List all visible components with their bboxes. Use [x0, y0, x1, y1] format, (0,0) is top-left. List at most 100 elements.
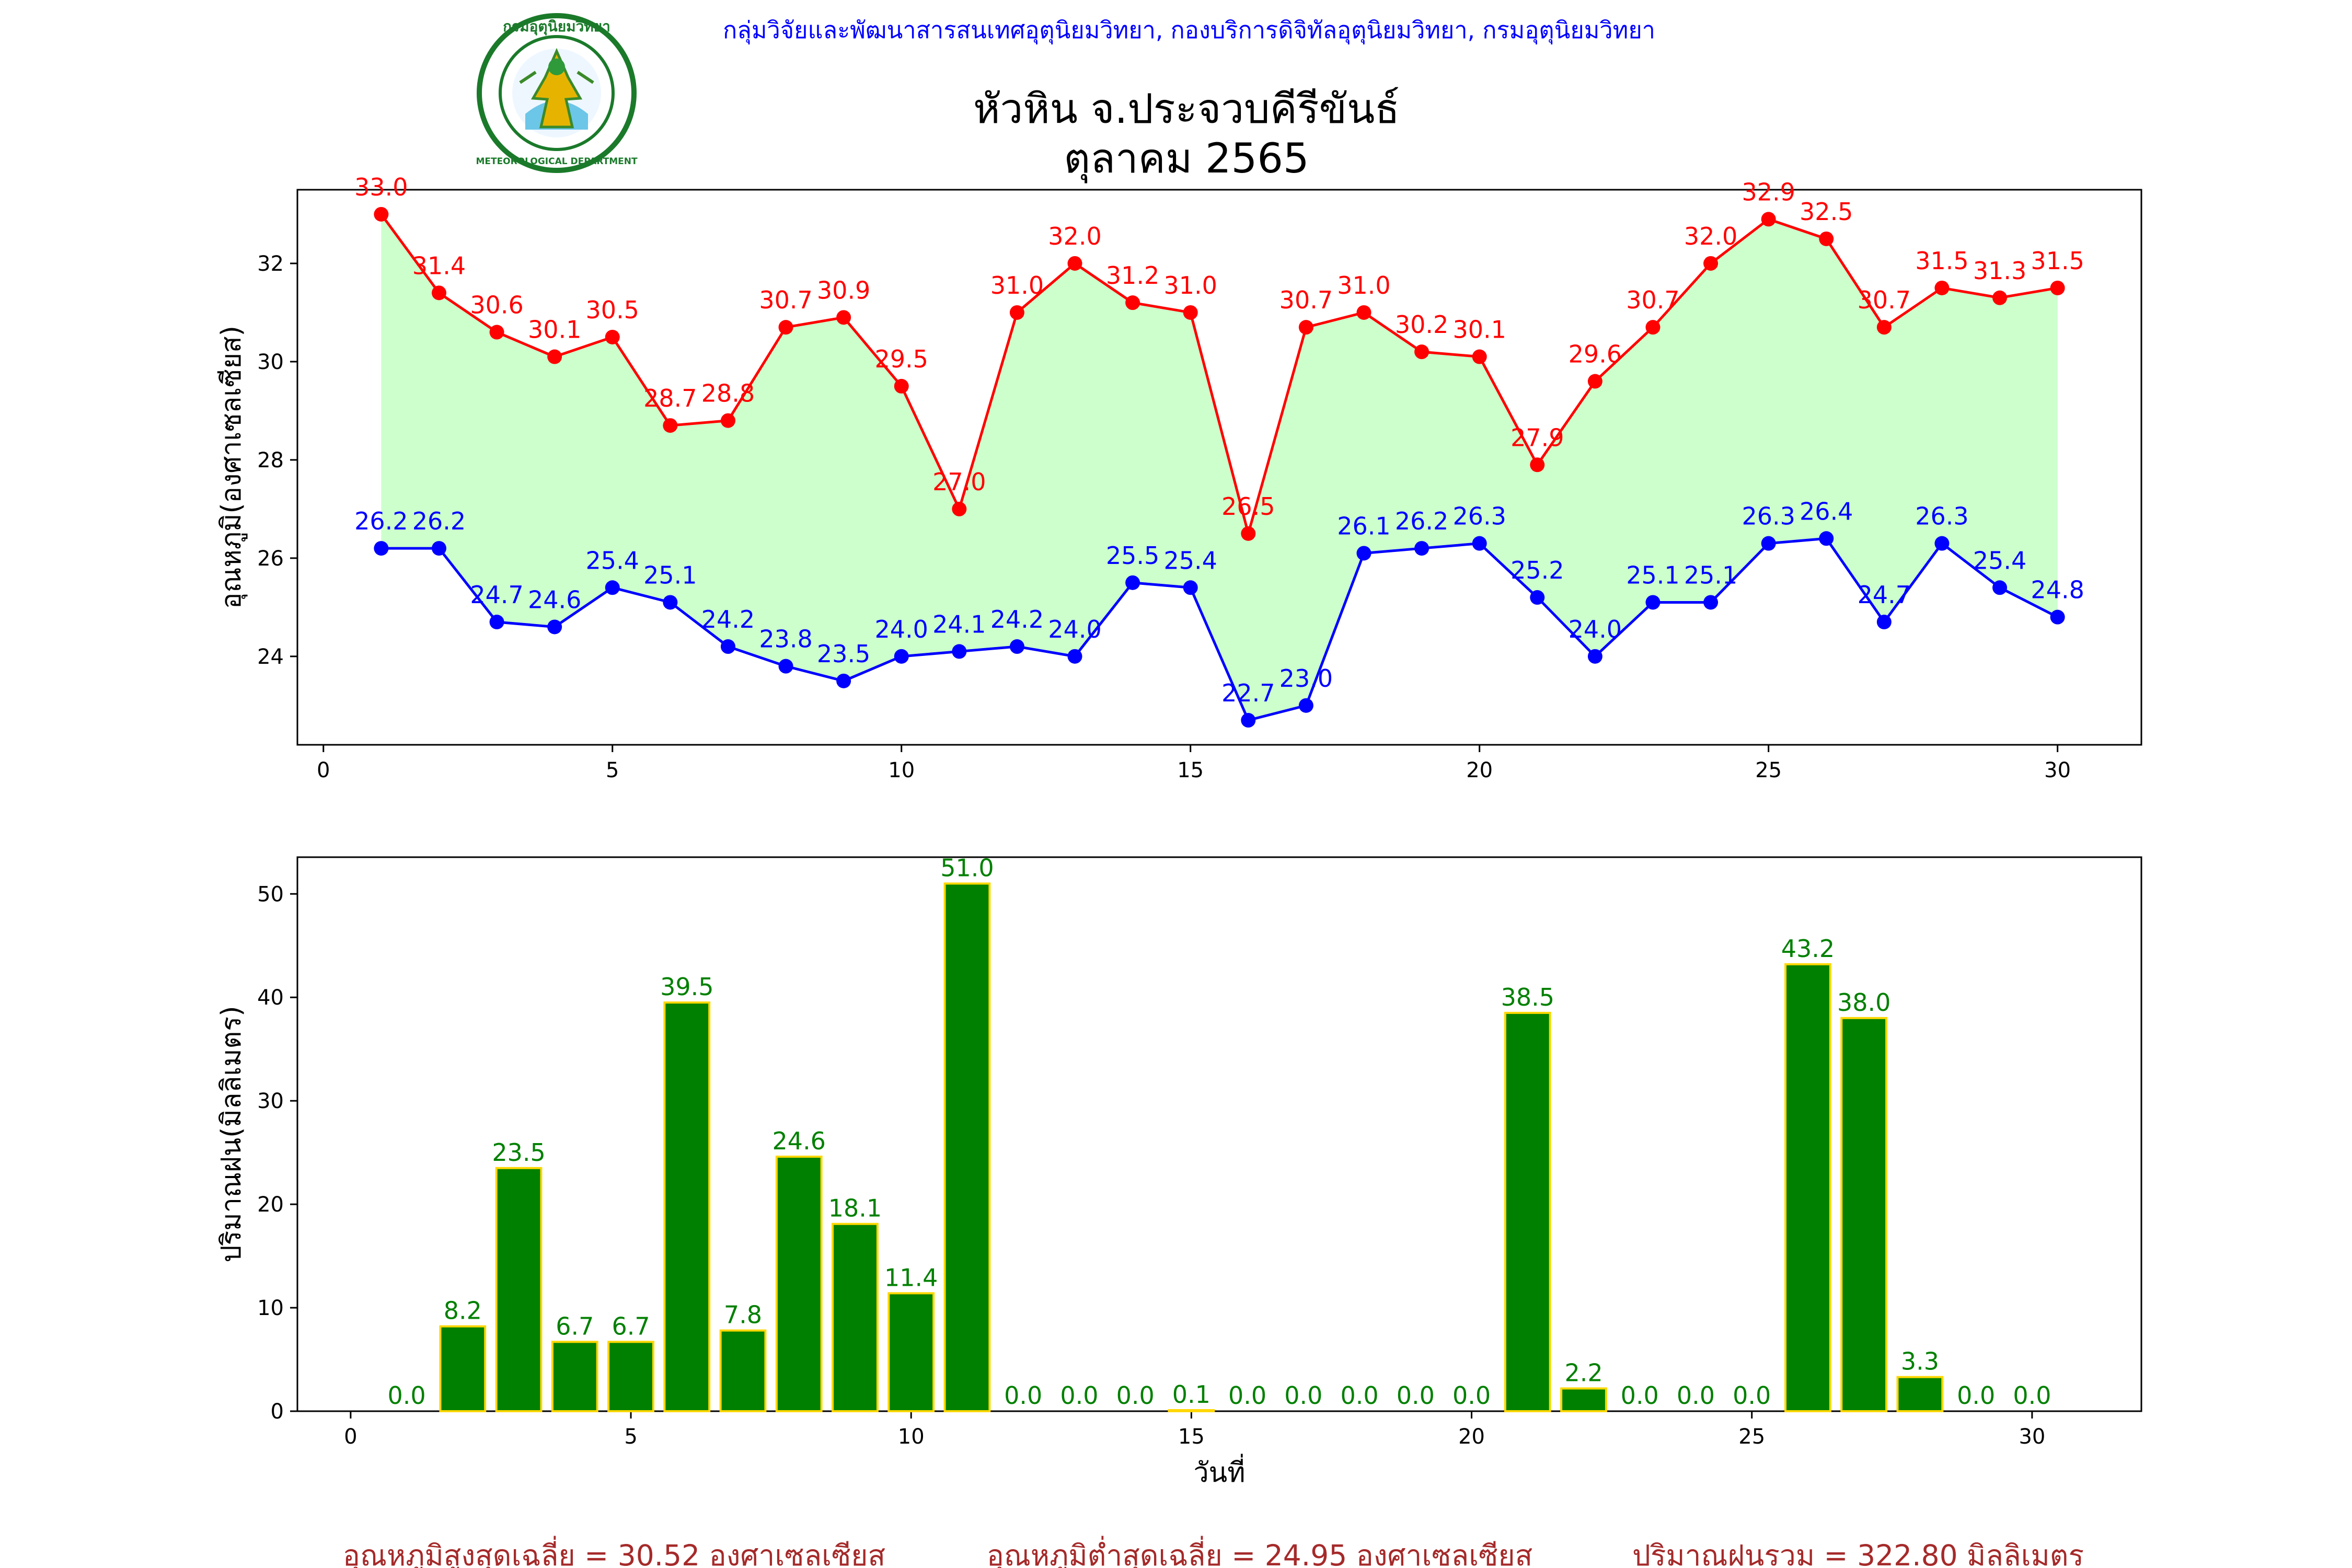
min-temperature-point [1934, 536, 1950, 551]
y-tick-label: 50 [257, 882, 284, 906]
x-tick-label: 0 [317, 758, 330, 782]
rainfall-bar [1168, 1409, 1215, 1412]
max-temperature-value-label: 31.0 [1163, 271, 1217, 299]
min-temperature-value-label: 24.7 [470, 581, 523, 609]
chart-title-line1: หัวหิน จ.ประจวบคีรีขันธ์ [973, 86, 1400, 133]
x-tick-label: 10 [898, 1425, 925, 1449]
min-temperature-point [1298, 698, 1313, 713]
min-temperature-point [1009, 639, 1024, 654]
max-temperature-value-label: 27.0 [932, 468, 986, 496]
min-temperature-value-label: 26.2 [1395, 507, 1448, 535]
rainfall-bar [1896, 1376, 1944, 1413]
y-tick-label: 30 [257, 1089, 284, 1113]
max-temperature-point [1703, 256, 1719, 271]
rainfall-value-label: 6.7 [612, 1312, 650, 1340]
rainfall-value-label: 23.5 [492, 1138, 545, 1167]
min-temperature-value-label: 25.4 [1163, 546, 1217, 574]
min-temperature-point [1067, 649, 1082, 664]
rainfall-value-label: 0.1 [1172, 1380, 1210, 1409]
max-temperature-value-label: 29.6 [1569, 340, 1622, 368]
min-temperature-point [2050, 609, 2065, 625]
temperature-y-axis-label: อุณหภูมิ(องศาเซลเซียส) [216, 326, 248, 609]
rainfall-bar [1784, 963, 1831, 1412]
rainfall-bar [551, 1341, 598, 1412]
rainfall-value-label: 0.0 [1284, 1381, 1322, 1410]
rainfall-value-label: 3.3 [1901, 1347, 1939, 1376]
min-temperature-point [1472, 536, 1487, 551]
footer-total-rain: ปริมาณฝนรวม = 322.80 มิลลิเมตร [1632, 1539, 2084, 1568]
rainfall-value-label: 0.0 [1228, 1381, 1266, 1410]
min-temperature-value-label: 24.2 [701, 605, 755, 633]
min-temperature-value-label: 23.0 [1279, 664, 1333, 693]
min-temperature-point [1992, 580, 2008, 595]
max-temperature-point [2050, 280, 2065, 295]
rainfall-value-label: 51.0 [940, 854, 994, 882]
rainfall-bar [1504, 1011, 1551, 1412]
rainfall-bar [663, 1001, 711, 1412]
min-temperature-value-label: 26.1 [1337, 512, 1390, 540]
max-temperature-point [1992, 290, 2008, 305]
min-temperature-value-label: 24.0 [1569, 615, 1622, 643]
x-tick-label: 25 [1738, 1425, 1765, 1449]
min-temperature-point [894, 649, 909, 664]
max-temperature-point [836, 310, 851, 325]
max-temperature-point [374, 206, 389, 222]
max-temperature-value-label: 30.2 [1395, 310, 1448, 339]
y-tick-label: 0 [271, 1400, 284, 1424]
max-temperature-point [1472, 349, 1487, 364]
max-temperature-point [1587, 374, 1602, 389]
max-temperature-point [1876, 320, 1892, 335]
min-temperature-line [381, 537, 2058, 722]
logo-text-top: กรมอุตุนิยมวิทยา [503, 18, 610, 36]
rainfall-value-label: 0.0 [1116, 1381, 1155, 1410]
min-temperature-value-label: 24.2 [990, 605, 1044, 633]
min-temperature-point [778, 659, 793, 674]
footer-avg-max: อุณหภูมิสูงสุดเฉลี่ย = 30.52 องศาเซลเซีย… [343, 1536, 885, 1568]
rainfall-value-label: 0.0 [1452, 1381, 1491, 1410]
min-temperature-point [1587, 649, 1602, 664]
rainfall-value-label: 0.0 [1733, 1381, 1771, 1410]
min-temperature-point [1125, 575, 1140, 590]
rainfall-value-label: 38.5 [1501, 983, 1554, 1011]
x-tick-label: 30 [2019, 1425, 2045, 1449]
x-tick-label: 25 [1755, 758, 1782, 782]
max-temperature-point [1414, 344, 1429, 360]
max-temperature-point [720, 413, 735, 428]
min-temperature-value-label: 26.2 [354, 507, 408, 535]
min-temperature-point [489, 615, 504, 630]
max-temperature-point [1241, 526, 1256, 541]
max-temperature-value-label: 30.7 [759, 286, 812, 314]
y-tick-label: 20 [257, 1193, 284, 1217]
min-temperature-point [836, 673, 851, 688]
max-temperature-point [663, 418, 678, 433]
rainfall-value-label: 7.8 [724, 1301, 762, 1329]
max-temperature-value-label: 31.5 [2031, 247, 2084, 275]
min-temperature-value-label: 24.7 [1858, 581, 1911, 609]
max-temperature-value-label: 31.2 [1106, 261, 1159, 290]
min-temperature-value-label: 23.5 [817, 640, 870, 668]
max-temperature-point [489, 325, 504, 340]
max-temperature-value-label: 30.1 [528, 316, 581, 344]
min-temperature-value-label: 26.3 [1915, 502, 1968, 531]
rainfall-value-label: 38.0 [1837, 988, 1890, 1017]
rainfall-value-label: 0.0 [1677, 1381, 1715, 1410]
rainfall-bar [943, 882, 991, 1412]
rainfall-chart: ปริมาณฝน(มิลลิเมตร) วันที่ 0 5 10 15 20 25 30 0… [216, 854, 2142, 1489]
rainfall-value-label: 18.1 [828, 1194, 882, 1223]
min-temperature-point [431, 541, 446, 556]
max-temperature-value-label: 33.0 [354, 173, 408, 201]
agency-line: กลุ่มวิจัยและพัฒนาสารสนเทศอุตุนิยมวิทยา,… [723, 16, 1655, 44]
x-tick-label: 15 [1178, 1425, 1205, 1449]
rainfall-value-label: 0.0 [1957, 1381, 1995, 1410]
rainfall-value-label: 39.5 [660, 973, 713, 1001]
min-temperature-point [1241, 713, 1256, 728]
max-temperature-point [431, 285, 446, 301]
max-temperature-point [952, 501, 967, 516]
min-temperature-point [663, 595, 678, 610]
max-temperature-value-label: 30.6 [470, 291, 523, 319]
max-temperature-value-label: 32.5 [1800, 198, 1853, 226]
rainfall-bar [719, 1329, 767, 1413]
max-temperature-point [1819, 231, 1834, 246]
rainfall-x-axis-label: วันที่ [1193, 1454, 1245, 1489]
